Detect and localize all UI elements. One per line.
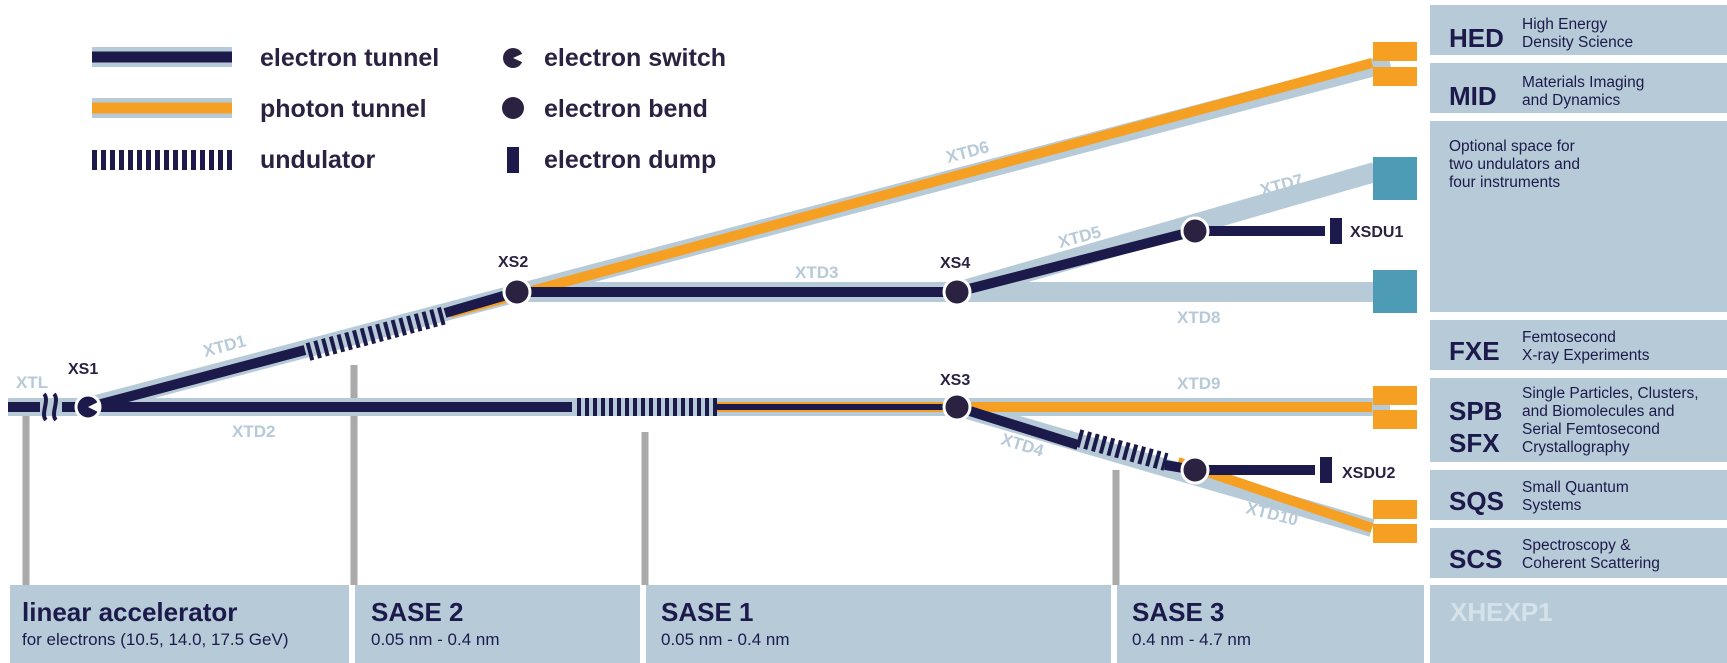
- switch-labels: XS1 XS2 XS4 XS3 XSDU1 XSDU2: [68, 224, 1403, 482]
- section-sase1: [646, 585, 1111, 663]
- section-linac-title: linear accelerator: [22, 597, 237, 627]
- endpoint-scs: [1373, 524, 1417, 543]
- panel-hed[interactable]: [1430, 5, 1727, 55]
- inst-sqs-line2: Systems: [1522, 497, 1582, 514]
- section-sase3-title: SASE 3: [1132, 597, 1225, 627]
- endpoint-hed-mid-top: [1373, 42, 1417, 61]
- section-sase1-subtitle: 0.05 nm - 0.4 nm: [661, 630, 790, 649]
- electron-bend-xtd5-icon[interactable]: [1180, 216, 1210, 246]
- inst-spb-line2: and Biomolecules and: [1522, 403, 1675, 420]
- inst-scs-code: SCS: [1449, 544, 1502, 574]
- panel-fxe[interactable]: [1430, 320, 1727, 370]
- endpoint-spb: [1373, 410, 1417, 429]
- section-hall-title: XHEXP1: [1450, 597, 1553, 627]
- inst-scs-line1: Spectroscopy &: [1522, 537, 1631, 554]
- inst-optional-line3: four instruments: [1449, 174, 1560, 191]
- endpoints: [1373, 42, 1417, 543]
- legend-electron-bend: electron bend: [544, 95, 708, 123]
- section-sase1-title: SASE 1: [661, 597, 754, 627]
- section-sase3-subtitle: 0.4 nm - 4.7 nm: [1132, 630, 1251, 649]
- inst-spb-line1: Single Particles, Clusters,: [1522, 385, 1699, 402]
- inst-spb-line4: Crystallography: [1522, 439, 1630, 456]
- inst-fxe-code: FXE: [1449, 336, 1500, 366]
- electron-beams: [8, 226, 1325, 475]
- inst-hed-code: HED: [1449, 23, 1504, 53]
- inst-optional-line1: Optional space for: [1449, 138, 1575, 155]
- nodes: [74, 216, 1210, 485]
- section-sase2-title: SASE 2: [371, 597, 464, 627]
- inst-spb-line3: Serial Femtosecond: [1522, 421, 1660, 438]
- section-sase2: [355, 585, 640, 663]
- instrument-panels: [1430, 5, 1727, 578]
- label-xs3: XS3: [940, 372, 970, 389]
- label-xtl: XTL: [16, 373, 48, 392]
- label-xsdu2: XSDU2: [1342, 465, 1395, 482]
- tunnel-labels: XTL XTD1 XTD2 XTD3 XTD4 XTD5 XTD6 XTD7 X…: [16, 137, 1305, 529]
- label-xtd3: XTD3: [795, 263, 838, 282]
- inst-scs-line2: Coherent Scattering: [1522, 555, 1660, 572]
- endpoint-fxe: [1373, 386, 1417, 405]
- legend-electron-dump-icon: [507, 147, 519, 173]
- legend-photon-tunnel: photon tunnel: [260, 95, 427, 123]
- inst-hed-line1: High Energy: [1522, 16, 1608, 33]
- section-texts: linear accelerator for electrons (10.5, …: [22, 597, 1553, 649]
- label-xtd8: XTD8: [1177, 308, 1220, 327]
- xtl-break-icon: [42, 392, 58, 422]
- inst-mid-line2: and Dynamics: [1522, 92, 1620, 109]
- label-xtd1: XTD1: [201, 331, 248, 361]
- label-xtd9: XTD9: [1177, 374, 1220, 393]
- section-linac: [10, 585, 349, 663]
- inst-fxe-line2: X-ray Experiments: [1522, 347, 1650, 364]
- electron-xtd4: [955, 402, 1080, 450]
- label-xs2: XS2: [498, 254, 528, 271]
- label-xs4: XS4: [940, 255, 970, 272]
- endpoint-sqs: [1373, 500, 1417, 519]
- instrument-texts: HED High Energy Density Science MID Mate…: [1449, 16, 1699, 574]
- electron-bend-xtd4-icon[interactable]: [1180, 455, 1210, 485]
- electron-dump-xsdu1-icon[interactable]: [1330, 218, 1342, 244]
- panel-sqs[interactable]: [1430, 470, 1727, 520]
- legend-electron-dump: electron dump: [544, 146, 716, 174]
- electron-bend-xs2-icon[interactable]: [502, 277, 532, 307]
- legend-electron-tunnel: electron tunnel: [260, 44, 439, 72]
- label-xtd2: XTD2: [232, 422, 275, 441]
- legend-electron-bend-icon: [502, 97, 524, 119]
- photon-xtd6: [448, 58, 1374, 318]
- panel-optional: [1430, 121, 1727, 312]
- label-xsdu1: XSDU1: [1350, 224, 1403, 241]
- electron-dump-xsdu2-icon[interactable]: [1320, 457, 1332, 483]
- panel-mid[interactable]: [1430, 63, 1727, 113]
- legend-electron-switch: electron switch: [544, 44, 726, 72]
- section-sase2-subtitle: 0.05 nm - 0.4 nm: [371, 630, 500, 649]
- section-linac-subtitle: for electrons (10.5, 14.0, 17.5 GeV): [22, 630, 288, 649]
- endpoint-xtd8: [1373, 270, 1417, 313]
- electron-xtd5: [955, 226, 1197, 297]
- electron-xtd1: [88, 345, 307, 412]
- electron-bend-xs3-icon[interactable]: [942, 392, 972, 422]
- endpoint-xtd7: [1373, 157, 1417, 200]
- inst-sqs-line1: Small Quantum: [1522, 479, 1629, 496]
- section-bars: [10, 585, 1727, 663]
- inst-hed-line2: Density Science: [1522, 34, 1633, 51]
- legend-undulator: undulator: [260, 146, 376, 174]
- legend: electron tunnel photon tunnel undulator …: [92, 44, 726, 174]
- section-hall: [1430, 585, 1727, 663]
- inst-spb-code: SPB: [1449, 396, 1502, 426]
- panel-scs[interactable]: [1430, 528, 1727, 578]
- section-sase3: [1117, 585, 1424, 663]
- inst-mid-code: MID: [1449, 81, 1497, 111]
- electron-bend-xs4-icon[interactable]: [942, 277, 972, 307]
- panel-spb-sfx[interactable]: [1430, 378, 1727, 462]
- inst-sqs-code: SQS: [1449, 486, 1504, 516]
- inst-optional-line2: two undulators and: [1449, 156, 1580, 173]
- inst-mid-line1: Materials Imaging: [1522, 74, 1644, 91]
- label-xs1: XS1: [68, 361, 98, 378]
- inst-sfx-code: SFX: [1449, 428, 1500, 458]
- inst-fxe-line1: Femtosecond: [1522, 329, 1616, 346]
- endpoint-hed-mid-bottom: [1373, 67, 1417, 86]
